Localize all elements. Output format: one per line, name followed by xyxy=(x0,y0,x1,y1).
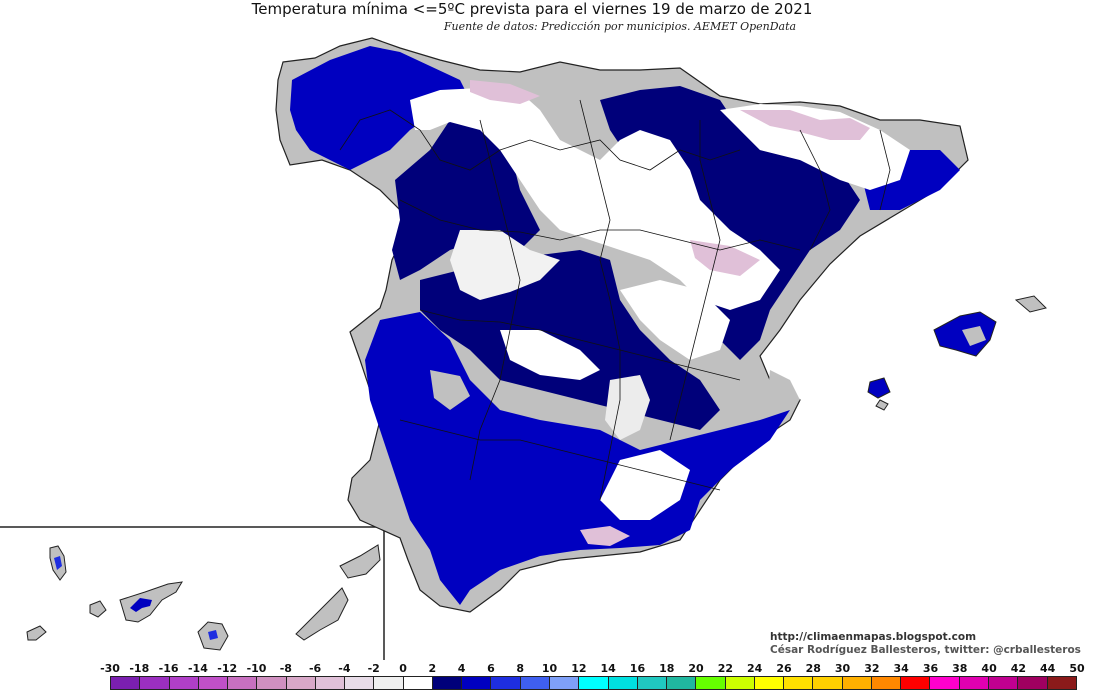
legend-label: -8 xyxy=(279,662,292,675)
legend-swatch xyxy=(608,677,638,689)
legend-label: 26 xyxy=(776,662,792,675)
legend-label: 16 xyxy=(629,662,646,675)
legend-label: 0 xyxy=(399,662,407,675)
legend-swatch xyxy=(754,677,785,689)
legend-label: 4 xyxy=(457,662,466,675)
legend-label: -30 xyxy=(100,662,120,675)
legend-label: 24 xyxy=(747,662,763,675)
blog-url: http://climaenmapas.blogspot.com xyxy=(770,631,977,643)
map-title: Temperatura mínima <=5ºC prevista para e… xyxy=(251,0,813,18)
legend-swatch xyxy=(403,677,433,689)
legend-label: 38 xyxy=(952,662,968,675)
legend-swatch xyxy=(842,677,872,689)
legend-swatch xyxy=(462,677,492,689)
legend-swatch xyxy=(1047,677,1076,689)
legend-swatch xyxy=(901,677,931,689)
legend-label: 18 xyxy=(659,662,675,675)
legend-label: -10 xyxy=(246,662,267,675)
legend-label: 42 xyxy=(1010,662,1027,675)
legend-label: 12 xyxy=(571,662,587,675)
legend-swatch xyxy=(198,677,229,689)
legend-label: 20 xyxy=(688,662,704,675)
author-credit: César Rodríguez Ballesteros, twitter: @c… xyxy=(770,644,1081,656)
legend-swatch xyxy=(959,677,989,689)
legend-label: 22 xyxy=(717,662,734,675)
legend-swatch xyxy=(432,677,463,689)
legend-swatch xyxy=(579,677,609,689)
legend-swatch xyxy=(667,677,697,689)
legend-labels: -30 -18 -16 -14 -12 -10 -8 -6 -4 -2 0 2 4 6 8 10 12 14 16 1… xyxy=(100,662,1085,676)
legend-swatch xyxy=(637,677,668,689)
legend-swatch xyxy=(988,677,1019,689)
legend-swatch xyxy=(549,677,580,689)
legend-label: 14 xyxy=(600,662,616,675)
legend-label: 10 xyxy=(541,662,558,675)
legend-label: 2 xyxy=(428,662,437,675)
legend-swatch xyxy=(813,677,843,689)
legend-swatch xyxy=(169,677,199,689)
legend-swatch xyxy=(315,677,346,689)
legend-swatch xyxy=(1018,677,1048,689)
map-subtitle: Fuente de datos: Predicción por municipi… xyxy=(443,20,797,33)
legend-swatch xyxy=(345,677,375,689)
legend-label: 44 xyxy=(1040,662,1056,675)
legend-label: 32 xyxy=(864,662,880,675)
legend-label: 50 xyxy=(1069,662,1085,675)
legend-label: 8 xyxy=(516,662,525,675)
legend-label: -18 xyxy=(129,662,150,675)
legend-swatch xyxy=(784,677,814,689)
legend-swatch xyxy=(140,677,170,689)
color-legend xyxy=(110,676,1077,690)
legend-swatch xyxy=(257,677,287,689)
legend-label: 36 xyxy=(922,662,939,675)
legend-label: -4 xyxy=(338,662,351,675)
legend-swatch xyxy=(374,677,404,689)
credits: http://climaenmapas.blogspot.com César R… xyxy=(770,631,1081,657)
legend-label: -12 xyxy=(217,662,238,675)
legend-label: 30 xyxy=(834,662,851,675)
legend-label: -6 xyxy=(308,662,322,675)
legend-label: 6 xyxy=(487,662,495,675)
legend-swatch xyxy=(871,677,902,689)
canary-inset xyxy=(0,526,385,660)
legend-label: 34 xyxy=(893,662,909,675)
legend-swatch xyxy=(930,677,960,689)
legend-label: -2 xyxy=(367,662,380,675)
legend-swatch xyxy=(520,677,550,689)
legend-label: 40 xyxy=(981,662,997,675)
iberian-peninsula xyxy=(275,37,1047,613)
legend-swatch xyxy=(111,677,141,689)
legend-swatch xyxy=(696,677,726,689)
legend-label: 28 xyxy=(805,662,821,675)
legend-swatch xyxy=(491,677,521,689)
legend-swatch xyxy=(228,677,258,689)
legend-swatch xyxy=(725,677,755,689)
legend-label: -16 xyxy=(158,662,179,675)
legend-label: -14 xyxy=(187,662,208,675)
legend-swatch xyxy=(286,677,316,689)
